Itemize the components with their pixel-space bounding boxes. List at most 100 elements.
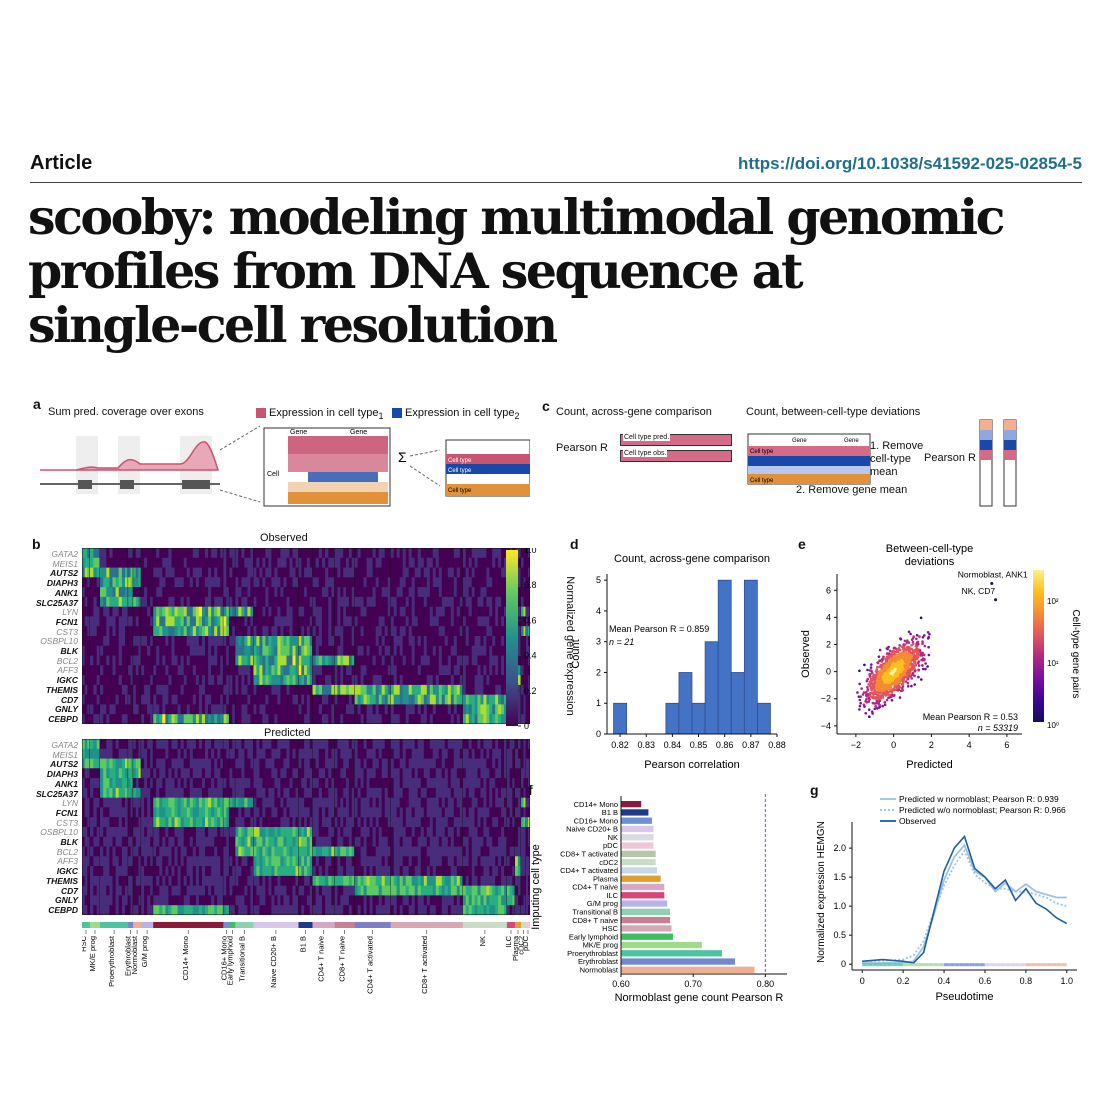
heatmap-cell [180, 665, 185, 676]
heatmap-cell [162, 548, 166, 559]
heatmap-cell [277, 626, 281, 637]
heatmap-cell [205, 885, 209, 896]
heatmap-cell [133, 846, 137, 857]
heatmap-cell [244, 655, 248, 666]
heatmap-cell [235, 596, 239, 607]
heatmap-cell [325, 739, 329, 750]
heatmap-cell [337, 616, 341, 627]
heatmap-cell [253, 548, 257, 559]
heatmap-cell [289, 587, 293, 598]
heatmap-cell [351, 636, 356, 647]
heatmap-cell [138, 606, 142, 617]
heatmap-cell [366, 807, 371, 818]
heatmap-cell [518, 675, 522, 686]
heatmap-cell [93, 856, 98, 867]
heatmap-cell [334, 626, 338, 637]
heatmap-cell [171, 787, 176, 798]
heatmap-cell [417, 626, 422, 637]
heatmap-cell [205, 655, 209, 666]
heatmap-cell [348, 866, 353, 877]
heatmap-cell [109, 739, 113, 750]
heatmap-cell [195, 587, 200, 598]
heatmap-cell [217, 665, 221, 676]
heatmap-cell [438, 596, 443, 607]
heatmap-cell [295, 577, 299, 588]
heatmap-cell [205, 787, 209, 798]
heatmap-cell [286, 866, 290, 877]
heatmap-cell [217, 567, 221, 578]
heatmap-cell [387, 626, 392, 637]
heatmap-cell [241, 616, 245, 627]
heatmap-cell [441, 567, 446, 578]
heatmap-cell [106, 739, 110, 750]
heatmap-cell [211, 557, 215, 568]
heatmap-cell [103, 817, 107, 828]
doi-link[interactable]: https://doi.org/10.1038/s41592-025-02854… [738, 154, 1082, 173]
heatmap-cell [128, 655, 132, 666]
heatmap-cell [205, 895, 209, 906]
heatmap-cell [100, 596, 104, 607]
heatmap-cell [192, 748, 197, 759]
heatmap-cell [408, 645, 413, 656]
heatmap-cell [153, 606, 157, 617]
heatmap-cell [378, 807, 383, 818]
heatmap-cell [360, 567, 365, 578]
heatmap-cell [378, 616, 383, 627]
heatmap-cell [232, 577, 236, 588]
heatmap-cell [226, 768, 230, 779]
heatmap-cell [504, 665, 508, 676]
heatmap-cell [217, 846, 221, 857]
heatmap-cell [480, 714, 484, 724]
heatmap-cell [202, 866, 206, 877]
heatmap-cell [429, 714, 434, 724]
heatmap-cell [238, 748, 242, 759]
obs-box: Cell type obs. [620, 450, 732, 462]
heatmap-cell [223, 758, 227, 769]
heatmap-cell [432, 655, 437, 666]
heatmap-cell [217, 768, 221, 779]
heatmap-cell [125, 714, 129, 724]
heatmap-cell [289, 567, 293, 578]
heatmap-cell [153, 665, 157, 676]
heatmap-cell [438, 675, 443, 686]
heatmap-cell [489, 606, 493, 617]
heatmap-cell [322, 778, 326, 789]
heatmap-cell [180, 827, 185, 838]
heatmap-cell [256, 645, 260, 656]
heatmap-cell [405, 675, 410, 686]
heatmap-cell [109, 768, 113, 779]
heatmap-cell [253, 768, 257, 779]
heatmap-cell [309, 836, 313, 847]
heatmap-cell [441, 704, 446, 715]
heatmap-cell [459, 587, 464, 598]
heatmap-cell [277, 616, 281, 627]
heatmap-cell [337, 875, 341, 886]
heatmap-cell [100, 606, 104, 617]
heatmap-cell [441, 577, 446, 588]
heatmap-cell [223, 797, 227, 808]
heatmap-cell [447, 768, 452, 779]
heatmap-cell [289, 895, 293, 906]
heatmap-cell [298, 548, 302, 559]
heatmap-cell [384, 606, 389, 617]
heatmap-cell [226, 626, 230, 637]
heatmap-cell [232, 596, 236, 607]
heatmap-cell [265, 885, 269, 896]
heatmap-cell [298, 557, 302, 568]
heatmap-cell [315, 704, 320, 715]
heatmap-cell [346, 587, 350, 598]
heatmap-cell [459, 694, 464, 705]
heatmap-cell [274, 875, 278, 886]
heatmap-cell [289, 645, 293, 656]
heatmap-cell [405, 778, 410, 789]
heatmap-cell [396, 606, 401, 617]
heatmap-cell [343, 577, 347, 588]
heatmap-cell [112, 684, 117, 695]
heatmap-cell [444, 714, 449, 724]
heatmap-cell [337, 905, 341, 915]
heatmap-cell [483, 557, 487, 568]
heatmap-cell [331, 616, 335, 627]
heatmap-cell [141, 836, 145, 847]
heatmap-cell [390, 567, 395, 578]
heatmap-cell [357, 606, 362, 617]
